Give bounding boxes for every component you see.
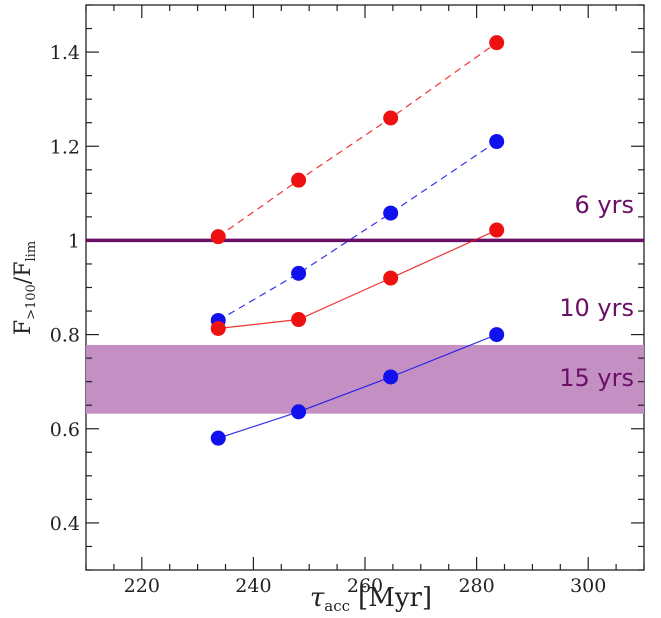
- series-point-4: [383, 369, 399, 385]
- x-tick-label: 220: [124, 575, 160, 597]
- y-tick-label: 0.6: [50, 419, 80, 441]
- y-tick-label: 1.2: [50, 136, 80, 158]
- x-tick-label: 300: [570, 575, 606, 597]
- series-line-2: [217, 141, 498, 322]
- y-axis-numerator-subscript: >100: [24, 284, 39, 320]
- annotation-label-2: 10 yrs: [559, 294, 634, 322]
- series-point-2: [383, 205, 399, 221]
- annotation-label-1: 6 yrs: [575, 191, 634, 219]
- x-axis-label: τacc [Myr]: [310, 583, 432, 615]
- series-point-3: [291, 312, 307, 328]
- x-axis-subscript: acc: [324, 597, 350, 615]
- series-point-1: [210, 229, 226, 245]
- y-axis-slash: /: [11, 276, 36, 284]
- annotation-label-3: 15 yrs: [559, 364, 634, 392]
- series-point-2: [291, 265, 307, 281]
- series-point-1: [291, 172, 307, 188]
- y-tick-label: 1: [68, 230, 80, 252]
- x-axis-symbol: τ: [310, 583, 325, 613]
- series-line-1: [217, 42, 498, 238]
- series-point-1: [383, 110, 399, 126]
- y-tick-label: 0.4: [50, 513, 80, 535]
- x-tick-label: 240: [235, 575, 271, 597]
- x-tick-label: 260: [347, 575, 383, 597]
- plot-frame: [85, 4, 645, 571]
- series-point-1: [489, 35, 505, 51]
- series-point-3: [489, 222, 505, 238]
- series-point-3: [210, 320, 226, 336]
- series-point-4: [291, 404, 307, 420]
- series-line-4: [218, 334, 497, 439]
- series-line-3: [218, 229, 497, 330]
- series-point-3: [383, 270, 399, 286]
- series-point-4: [210, 430, 226, 446]
- series-point-2: [489, 134, 505, 150]
- x-axis-unit: [Myr]: [358, 583, 432, 613]
- x-tick-label: 280: [458, 575, 494, 597]
- y-axis-numerator: F: [11, 320, 36, 335]
- band-region: [86, 344, 644, 414]
- series-point-4: [489, 327, 505, 343]
- y-tick-label: 1.4: [50, 42, 80, 64]
- y-axis-denominator-subscript: lim: [24, 241, 39, 262]
- y-tick-label: 0.8: [50, 325, 80, 347]
- y-axis-denominator: F: [11, 261, 36, 276]
- y-axis-label: F>100/Flim: [11, 241, 39, 335]
